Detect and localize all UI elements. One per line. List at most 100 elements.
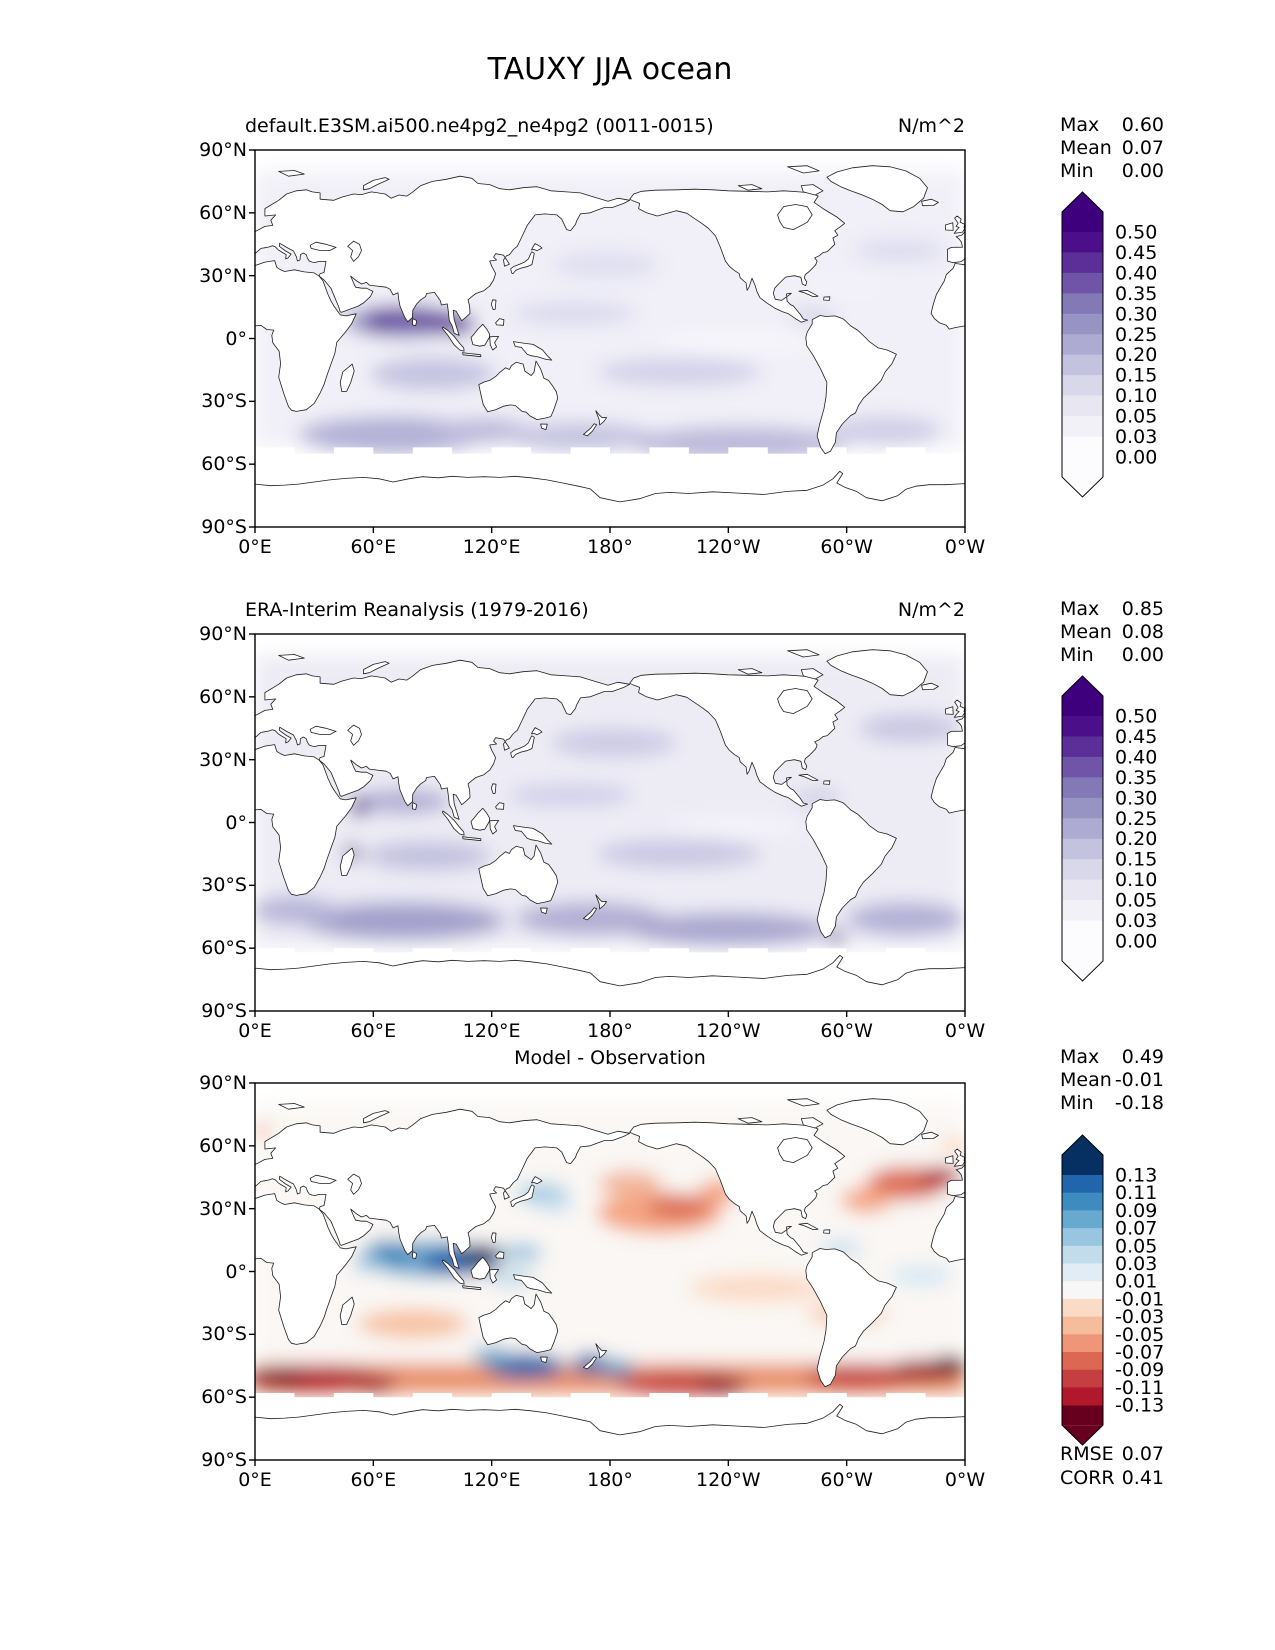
panel1-ytick-6: 90°S xyxy=(201,516,247,538)
panel2-ytick-2: 30°N xyxy=(199,748,247,771)
panel3-ytick-0: 90°N xyxy=(199,1072,247,1094)
panel3-xtick-2: 120°E xyxy=(462,1469,521,1491)
colorbar3-label-9: -0.05 xyxy=(1115,1324,1164,1346)
panel3-min-label: Min xyxy=(1060,1092,1094,1114)
panel1-max-value: 0.60 xyxy=(1121,114,1164,136)
panel3-ytick-3: 0° xyxy=(225,1260,247,1283)
colorbar1-label-4: 0.30 xyxy=(1115,303,1157,325)
colorbar2-label-0: 0.50 xyxy=(1115,706,1157,728)
colorbar2-label-5: 0.25 xyxy=(1115,808,1157,830)
colorbar2-label-4: 0.30 xyxy=(1115,787,1157,809)
colorbar3-label-6: 0.01 xyxy=(1115,1271,1157,1293)
panel2-units: N/m^2 xyxy=(897,599,965,621)
panel3-ytick-5: 60°S xyxy=(201,1386,247,1409)
panel1-xtick-3: 180° xyxy=(587,536,633,558)
panel3-max-label: Max xyxy=(1060,1046,1100,1068)
panel2-xtick-6: 0°W xyxy=(944,1020,986,1042)
panel3-ytick-4: 30°S xyxy=(201,1323,247,1346)
colorbar1-label-8: 0.10 xyxy=(1115,385,1157,407)
panel2-xtick-4: 120°W xyxy=(696,1020,761,1042)
panel1-ytick-2: 30°N xyxy=(199,264,247,287)
panel1-ytick-0: 90°N xyxy=(199,139,247,161)
colorbar2-label-7: 0.15 xyxy=(1115,849,1157,871)
panel3-xtick-5: 60°W xyxy=(820,1469,873,1491)
colorbar3-label-7: -0.01 xyxy=(1115,1288,1164,1310)
panel1-xtick-1: 60°E xyxy=(350,536,397,558)
panel2-min-label: Min xyxy=(1060,644,1094,666)
colorbar-panel-1: 0.500.450.400.350.300.250.200.150.100.05… xyxy=(1061,191,1157,498)
colorbar1-label-2: 0.40 xyxy=(1115,262,1157,284)
panel2-ytick-0: 90°N xyxy=(199,623,247,645)
panel1-ytick-4: 30°S xyxy=(201,390,247,413)
panel3-mean-value: -0.01 xyxy=(1114,1069,1164,1091)
figure-title: TAUXY JJA ocean xyxy=(487,52,733,87)
colorbar2-label-9: 0.05 xyxy=(1115,890,1157,912)
colorbar2-label-8: 0.10 xyxy=(1115,869,1157,891)
rmse-value: 0.07 xyxy=(1121,1443,1164,1465)
panel1-min-label: Min xyxy=(1060,160,1094,182)
panel2-ytick-4: 30°S xyxy=(201,874,247,897)
panel1-xtick-4: 120°W xyxy=(696,536,761,558)
panel2-ytick-5: 60°S xyxy=(201,937,247,960)
panel1-ytick-5: 60°S xyxy=(201,453,247,476)
colorbar2-label-2: 0.40 xyxy=(1115,746,1157,768)
panel3-stats: Max 0.49 Mean -0.01 Min -0.18 xyxy=(1060,1046,1164,1115)
panel1-mean-label: Mean xyxy=(1060,137,1112,159)
panel2-xtick-2: 120°E xyxy=(462,1020,521,1042)
colorbar-panel-2: 0.500.450.400.350.300.250.200.150.100.05… xyxy=(1061,675,1157,982)
map-panel-1 xyxy=(249,149,966,533)
panel1-xtick-6: 0°W xyxy=(944,536,986,558)
panel1-xtick-5: 60°W xyxy=(820,536,873,558)
panel2-max-label: Max xyxy=(1060,598,1100,620)
panel2-min-value: 0.00 xyxy=(1121,644,1164,666)
panel2-ytick-3: 0° xyxy=(225,811,247,834)
panel2-xtick-1: 60°E xyxy=(350,1020,397,1042)
colorbar1-label-3: 0.35 xyxy=(1115,283,1157,305)
panel1-min-value: 0.00 xyxy=(1121,160,1164,182)
panel3-max-value: 0.49 xyxy=(1121,1046,1164,1068)
panel2-stats: Max 0.85 Mean 0.08 Min 0.00 xyxy=(1060,598,1164,667)
colorbar3-label-0: 0.13 xyxy=(1115,1165,1157,1187)
panel3-xtick-1: 60°E xyxy=(350,1469,397,1491)
corr-value: 0.41 xyxy=(1121,1467,1164,1489)
colorbar2-label-1: 0.45 xyxy=(1115,726,1157,748)
colorbar3-label-4: 0.05 xyxy=(1115,1235,1157,1257)
panel1-xtick-2: 120°E xyxy=(462,536,521,558)
panel3-ytick-2: 30°N xyxy=(199,1197,247,1220)
colorbar3-label-2: 0.09 xyxy=(1115,1200,1157,1222)
panel1-ytick-3: 0° xyxy=(225,327,247,350)
colorbar3-label-12: -0.11 xyxy=(1115,1377,1164,1399)
panel2-ytick-6: 90°S xyxy=(201,1000,247,1022)
panel1-stats: Max 0.60 Mean 0.07 Min 0.00 xyxy=(1060,114,1164,183)
colorbar3-label-11: -0.09 xyxy=(1115,1359,1164,1381)
colorbar3-label-1: 0.11 xyxy=(1115,1182,1157,1204)
panel3-min-value: -0.18 xyxy=(1114,1092,1164,1114)
panel1-title: default.E3SM.ai500.ne4pg2_ne4pg2 (0011-0… xyxy=(245,115,714,137)
rmse-label: RMSE xyxy=(1060,1443,1114,1465)
colorbar-panel-3: 0.130.110.090.070.050.030.01-0.01-0.03-0… xyxy=(1061,1134,1164,1446)
colorbar2-label-6: 0.20 xyxy=(1115,828,1157,850)
panel3-xtick-3: 180° xyxy=(587,1469,633,1491)
colorbar1-label-10: 0.03 xyxy=(1115,426,1157,448)
panel2-xtick-0: 0°E xyxy=(238,1020,272,1042)
panel2-xtick-3: 180° xyxy=(587,1020,633,1042)
colorbar3-label-13: -0.13 xyxy=(1115,1395,1164,1417)
colorbar1-label-6: 0.20 xyxy=(1115,344,1157,366)
colorbar3-label-8: -0.03 xyxy=(1115,1306,1164,1328)
panel2-mean-value: 0.08 xyxy=(1121,621,1164,643)
panel3-ytick-6: 90°S xyxy=(201,1449,247,1471)
colorbar3-label-5: 0.03 xyxy=(1115,1253,1157,1275)
panel3-xtick-6: 0°W xyxy=(944,1469,986,1491)
panel3-xtick-4: 120°W xyxy=(696,1469,761,1491)
panel2-ytick-1: 60°N xyxy=(199,685,247,708)
panel1-units: N/m^2 xyxy=(897,115,965,137)
colorbar1-label-5: 0.25 xyxy=(1115,324,1157,346)
colorbar2-label-10: 0.03 xyxy=(1115,910,1157,932)
panel3-xtick-0: 0°E xyxy=(238,1469,272,1491)
panel1-max-label: Max xyxy=(1060,114,1100,136)
colorbar1-label-11: 0.00 xyxy=(1115,446,1157,468)
colorbar1-label-0: 0.50 xyxy=(1115,222,1157,244)
map-panel-3 xyxy=(249,1082,966,1466)
panel1-ytick-1: 60°N xyxy=(199,201,247,224)
panel3-metrics: RMSE 0.07 CORR 0.41 xyxy=(1060,1442,1164,1490)
